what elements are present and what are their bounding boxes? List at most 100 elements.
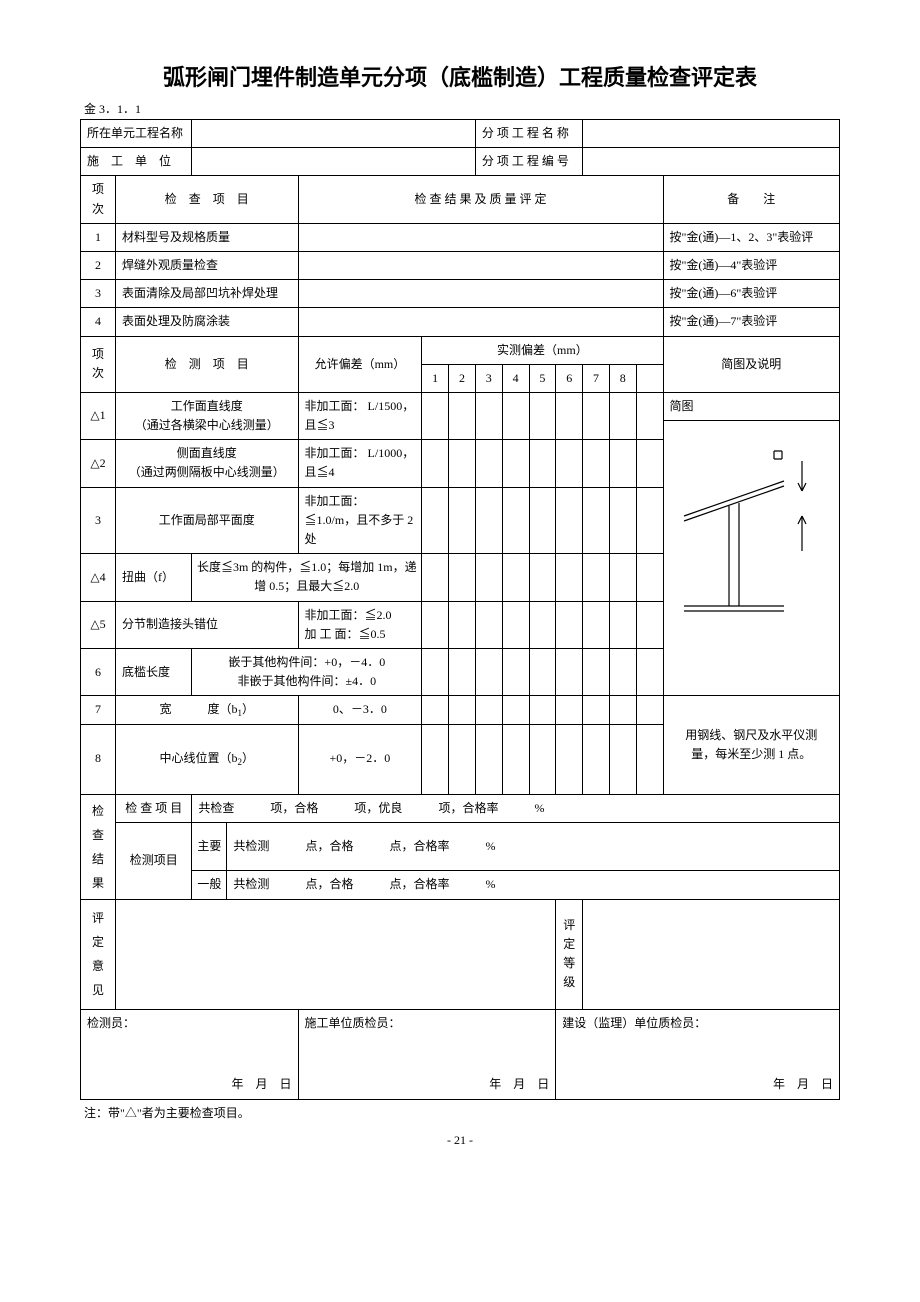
sec1-row-1: 1 材料型号及规格质量 按"金(通)—1、2、3"表验评	[81, 223, 840, 251]
r1a: 检 查 项 目	[116, 794, 192, 822]
sec1-col-seq: 项 次	[81, 176, 116, 223]
header-row-1: 所在单元工程名称 分 项 工 程 名 称	[81, 120, 840, 148]
diagram-cell: 简图	[663, 392, 840, 695]
sec1-remark-4: 按"金(通)—7"表验评	[663, 308, 840, 336]
s2t7: 0、－3．0	[298, 696, 422, 724]
page-number: - 21 -	[80, 1133, 840, 1148]
r2a: 主要	[192, 822, 227, 871]
sec1-col-remark: 备 注	[663, 176, 840, 223]
sec1-remark-1: 按"金(通)—1、2、3"表验评	[663, 223, 840, 251]
sec1-n-1: 1	[81, 223, 116, 251]
sec1-col-result: 检 查 结 果 及 质 量 评 定	[298, 176, 663, 223]
s2i3: 工作面局部平面度	[116, 487, 299, 554]
subitem-name-label: 分 项 工 程 名 称	[475, 120, 582, 148]
grade-value	[583, 899, 840, 1009]
s2t5: 非加工面：≦2.0 加 工 面：≦0.5	[298, 601, 422, 648]
s2i8: 中心线位置（b2）	[116, 724, 299, 794]
unit-project-value	[192, 120, 476, 148]
sec1-row-4: 4 表面处理及防腐涂装 按"金(通)—7"表验评	[81, 308, 840, 336]
sec2-col-item: 检 测 项 目	[116, 336, 299, 392]
mc7: 7	[583, 364, 610, 392]
sec1-row-3: 3 表面清除及局部凹坑补焊处理 按"金(通)—6"表验评	[81, 280, 840, 308]
s2i7: 宽 度（b1）	[116, 696, 299, 724]
unit-project-label: 所在单元工程名称	[81, 120, 192, 148]
sec1-n-2: 2	[81, 251, 116, 279]
s2i2: 侧面直线度（通过两侧隔板中心线测量）	[116, 440, 299, 487]
mc2: 2	[449, 364, 476, 392]
r3a: 一般	[192, 871, 227, 899]
construct-unit-label: 施 工 单 位	[81, 148, 192, 176]
sec1-item-4: 表面处理及防腐涂装	[116, 308, 299, 336]
sec1-col-item: 检 查 项 目	[116, 176, 299, 223]
mc4: 4	[502, 364, 529, 392]
results-label: 检 查 结 果	[81, 794, 116, 899]
sec2-row-7: 7 宽 度（b1） 0、－3．0 用钢线、钢尺及水平仪测量，每米至少测 1 点。	[81, 696, 840, 724]
results-row-3: 一般 共检测 点，合格 点，合格率 %	[81, 871, 840, 899]
sec1-result-2	[298, 251, 663, 279]
r2rest: 共检测 点，合格 点，合格率 %	[227, 822, 840, 871]
s2i6: 底槛长度	[116, 648, 192, 695]
opinion-label: 评 定 意 见	[81, 899, 116, 1009]
sec1-header: 项 次 检 查 项 目 检 查 结 果 及 质 量 评 定 备 注	[81, 176, 840, 223]
sec2-col-seq: 项 次	[81, 336, 116, 392]
sec2-row-1: △1 工作面直线度（通过各横梁中心线测量） 非加工面： L/1500，且≦3 简…	[81, 392, 840, 439]
diagram-label: 简图	[664, 393, 840, 421]
s2t8: +0，－2．0	[298, 724, 422, 794]
sec1-result-3	[298, 280, 663, 308]
sec1-remark-3: 按"金(通)—6"表验评	[663, 280, 840, 308]
subitem-code-value	[583, 148, 840, 176]
footnote: 注：带"△"者为主要检查项目。	[80, 1104, 840, 1121]
s2n1: △1	[81, 392, 116, 439]
s2n5: △5	[81, 601, 116, 648]
opinion-body	[116, 899, 556, 1009]
s2t3: 非加工面： ≦1.0/m，且不多于 2 处	[298, 487, 422, 554]
s2t1: 非加工面： L/1500，且≦3	[298, 392, 422, 439]
sign-b: 施工单位质检员： 年 月 日	[298, 1009, 556, 1099]
results-row-2: 检测项目 主要 共检测 点，合格 点，合格率 %	[81, 822, 840, 871]
sec1-item-3: 表面清除及局部凹坑补焊处理	[116, 280, 299, 308]
header-row-2: 施 工 单 位 分 项 工 程 编 号	[81, 148, 840, 176]
sec2-col-meas: 实测偏差（mm）	[422, 336, 663, 364]
s2n4: △4	[81, 554, 116, 601]
mc8: 8	[609, 364, 636, 392]
s2n7: 7	[81, 696, 116, 724]
sec1-item-2: 焊缝外观质量检查	[116, 251, 299, 279]
opinion-row: 评 定 意 见 评定 等级	[81, 899, 840, 1009]
s2i1: 工作面直线度（通过各横梁中心线测量）	[116, 392, 299, 439]
page-title: 弧形闸门埋件制造单元分项（底槛制造）工程质量检查评定表	[80, 60, 840, 92]
construct-unit-value	[192, 148, 476, 176]
subitem-code-label: 分 项 工 程 编 号	[475, 148, 582, 176]
sec1-item-1: 材料型号及规格质量	[116, 223, 299, 251]
sign-c: 建设（监理）单位质检员： 年 月 日	[556, 1009, 840, 1099]
sec1-remark-2: 按"金(通)—4"表验评	[663, 251, 840, 279]
sec1-result-1	[298, 223, 663, 251]
subitem-name-value	[583, 120, 840, 148]
sec2-col-tol: 允许偏差（mm）	[298, 336, 422, 392]
s2n2: △2	[81, 440, 116, 487]
meas-label: 检测项目	[116, 822, 192, 899]
s2t4: 长度≦3m 的构件，≦1.0；每增加 1m，递增 0.5；且最大≦2.0	[192, 554, 422, 601]
sec1-result-4	[298, 308, 663, 336]
mc-blank	[636, 364, 663, 392]
s2n3: 3	[81, 487, 116, 554]
side-text: 用钢线、钢尺及水平仪测量，每米至少测 1 点。	[663, 696, 840, 794]
s2n8: 8	[81, 724, 116, 794]
r1rest: 共检查 项，合格 项，优良 项，合格率 %	[192, 794, 840, 822]
sec1-row-2: 2 焊缝外观质量检查 按"金(通)—4"表验评	[81, 251, 840, 279]
mc5: 5	[529, 364, 556, 392]
s2t6: 嵌于其他构件间：+0，－4．0 非嵌于其他构件间：±4．0	[192, 648, 422, 695]
mc6: 6	[556, 364, 583, 392]
s2n6: 6	[81, 648, 116, 695]
results-row-1: 检 查 结 果 检 查 项 目 共检查 项，合格 项，优良 项，合格率 %	[81, 794, 840, 822]
s2t2: 非加工面： L/1000，且≦4	[298, 440, 422, 487]
sec1-n-3: 3	[81, 280, 116, 308]
s2i4: 扭曲（f）	[116, 554, 192, 601]
sec2-col-desc: 简图及说明	[663, 336, 840, 392]
sign-a: 检测员： 年 月 日	[81, 1009, 299, 1099]
sec1-n-4: 4	[81, 308, 116, 336]
diagram-icon	[664, 421, 834, 661]
r3rest: 共检测 点，合格 点，合格率 %	[227, 871, 840, 899]
mc1: 1	[422, 364, 449, 392]
sec2-header-1: 项 次 检 测 项 目 允许偏差（mm） 实测偏差（mm） 简图及说明	[81, 336, 840, 364]
sign-row: 检测员： 年 月 日 施工单位质检员： 年 月 日 建设（监理）单位质检员： 年…	[81, 1009, 840, 1099]
